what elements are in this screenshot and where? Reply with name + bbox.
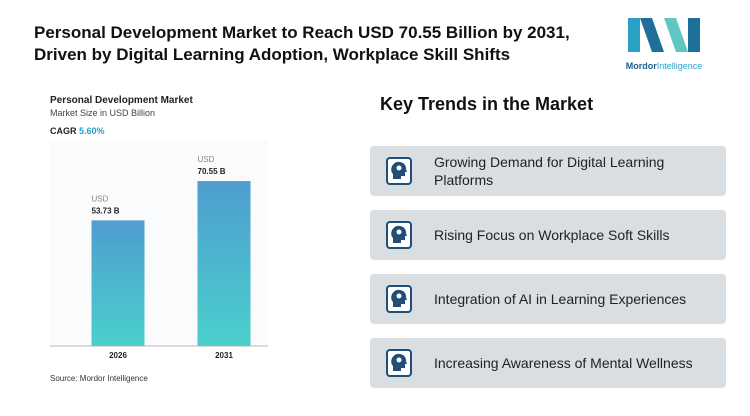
value-label: 53.73 B: [92, 206, 120, 215]
value-label: 70.55 B: [198, 167, 226, 176]
icon-gear: [396, 165, 402, 171]
trend-icon: [386, 285, 412, 313]
logo-brand: Mordor: [625, 61, 657, 71]
trend-card: Growing Demand for Digital Learning Plat…: [370, 146, 726, 196]
source: Source: Mordor Intelligence: [50, 374, 148, 383]
trend-text: Increasing Awareness of Mental Wellness: [434, 355, 693, 371]
trend-icon: [386, 221, 412, 249]
cagr-value: 5.60%: [79, 126, 105, 136]
trends-title: Key Trends in the Market: [380, 94, 594, 114]
value-unit: USD: [198, 155, 215, 164]
bar: [91, 220, 145, 346]
trend-text: Rising Focus on Workplace Soft Skills: [434, 227, 670, 243]
trend-text: Growing Demand for Digital Learning Plat…: [434, 154, 665, 188]
cagr: CAGR 5.60%: [50, 126, 105, 136]
headline-line: Driven by Digital Learning Adoption, Wor…: [34, 45, 511, 64]
cagr-label: CAGR: [50, 126, 77, 136]
trend-card: Rising Focus on Workplace Soft Skills: [370, 210, 726, 260]
logo-mark: [628, 18, 700, 52]
trend-icon: [386, 349, 412, 377]
logo: MordorIntelligence: [614, 16, 714, 71]
trend-card: Integration of AI in Learning Experience…: [370, 274, 726, 324]
logo-text: MordorIntelligence: [614, 61, 714, 71]
value-unit: USD: [92, 194, 109, 203]
trend-card: Increasing Awareness of Mental Wellness: [370, 338, 726, 388]
trend-text: Integration of AI in Learning Experience…: [434, 291, 687, 307]
chart-subtitle: Market Size in USD Billion: [50, 108, 155, 118]
headline-line: Personal Development Market to Reach USD…: [34, 23, 570, 42]
trend-icon: [386, 157, 412, 185]
x-tick-label: 2031: [215, 351, 233, 360]
headline: Personal Development Market to Reach USD…: [34, 22, 570, 66]
icon-gear: [396, 293, 402, 299]
icon-gear: [396, 229, 402, 235]
x-tick-label: 2026: [109, 351, 127, 360]
chart: Personal Development Market Market Size …: [50, 95, 268, 383]
icon-gear: [396, 357, 402, 363]
logo-suffix: Intelligence: [656, 61, 703, 71]
chart-title: Personal Development Market: [50, 95, 193, 106]
bar: [197, 181, 251, 346]
